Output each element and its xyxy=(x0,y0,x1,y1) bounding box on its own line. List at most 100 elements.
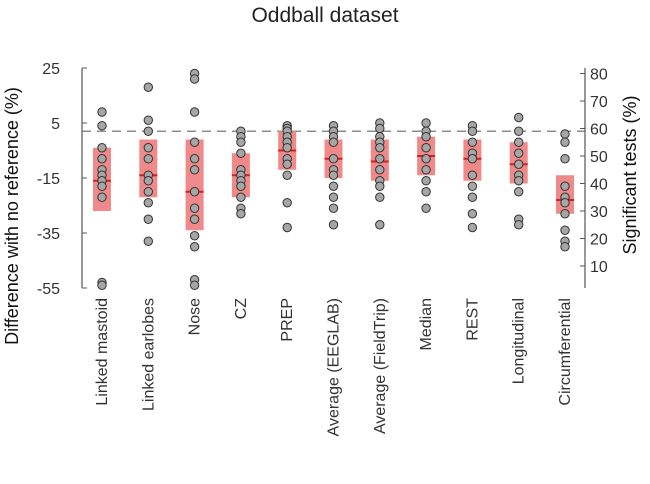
data-point xyxy=(560,209,570,219)
data-point xyxy=(328,154,339,164)
y2-tick-label: 60 xyxy=(590,122,608,139)
data-point xyxy=(560,225,570,235)
data-point xyxy=(143,198,154,208)
data-point xyxy=(467,222,478,233)
data-point xyxy=(143,82,154,92)
category-label: REST xyxy=(464,298,481,341)
data-point xyxy=(514,176,524,186)
y-tick-label: 5 xyxy=(51,116,60,133)
data-point xyxy=(375,220,385,230)
data-point xyxy=(282,143,292,153)
data-point xyxy=(282,198,292,208)
data-point xyxy=(421,203,431,213)
data-point xyxy=(143,115,154,125)
data-point xyxy=(236,209,246,219)
data-point xyxy=(467,181,478,191)
y2-axis-label: Significant tests (%) xyxy=(620,95,640,254)
data-point xyxy=(143,187,154,197)
data-point xyxy=(97,107,107,117)
data-point xyxy=(236,192,246,202)
data-point xyxy=(467,137,478,147)
data-point xyxy=(236,148,246,158)
data-point xyxy=(189,242,200,252)
data-point xyxy=(375,181,385,191)
data-point xyxy=(97,121,107,131)
data-point xyxy=(560,198,570,208)
data-point xyxy=(421,176,431,186)
data-point xyxy=(467,170,478,180)
data-point xyxy=(189,231,200,241)
data-point xyxy=(421,132,431,142)
data-point xyxy=(189,280,200,290)
data-point xyxy=(143,236,154,246)
data-point xyxy=(560,242,570,252)
data-point xyxy=(467,154,478,164)
category-label: Circumferential xyxy=(557,298,574,406)
y2-tick-label: 40 xyxy=(590,177,608,194)
data-point xyxy=(514,220,524,230)
box-1 xyxy=(139,139,158,198)
data-point xyxy=(328,220,339,230)
data-point xyxy=(467,209,478,219)
data-point xyxy=(189,187,200,197)
data-point xyxy=(189,165,200,175)
y2-tick-label: 20 xyxy=(590,232,608,249)
data-point xyxy=(143,214,154,224)
plot-area: 25 5 -15 -35 -55 80 70 60 50 40 30 20 10 Linked masto… xyxy=(37,61,608,436)
y-axis-label: Difference with no reference (%) xyxy=(2,87,22,345)
data-point xyxy=(189,203,200,213)
data-point xyxy=(328,192,339,202)
y2-tick-label: 70 xyxy=(590,94,608,111)
category-label: Linked mastoid xyxy=(94,298,111,406)
data-point xyxy=(97,192,107,202)
data-point xyxy=(514,148,524,158)
category-label: Linked earlobes xyxy=(140,298,157,411)
y2-tick-label: 80 xyxy=(590,67,608,84)
data-point xyxy=(375,154,385,164)
data-point xyxy=(421,165,431,175)
data-point xyxy=(375,143,385,153)
chart-title: Oddball dataset xyxy=(251,4,398,27)
y-tick-label: -35 xyxy=(37,226,60,243)
data-point xyxy=(97,154,107,164)
data-point xyxy=(375,192,385,202)
data-point xyxy=(421,187,431,197)
y-tick-label: 25 xyxy=(42,61,60,78)
data-point xyxy=(375,165,385,175)
data-point xyxy=(189,214,200,224)
data-point xyxy=(97,280,107,290)
data-point xyxy=(328,170,339,180)
category-label: Average (FieldTrip) xyxy=(372,298,389,434)
category-label: PREP xyxy=(279,298,296,342)
category-label: Longitudinal xyxy=(511,298,528,384)
y2-tick-label: 10 xyxy=(590,259,608,276)
data-point xyxy=(514,187,524,197)
data-point xyxy=(560,181,570,191)
data-point xyxy=(514,126,524,136)
data-point xyxy=(375,123,385,134)
data-point xyxy=(514,137,524,147)
data-point xyxy=(560,129,570,139)
data-point xyxy=(328,181,339,191)
data-point xyxy=(97,181,107,191)
data-point xyxy=(560,137,570,147)
data-point xyxy=(143,154,154,164)
data-point xyxy=(282,170,292,180)
data-point xyxy=(328,203,339,213)
category-label: CZ xyxy=(233,298,250,320)
data-point xyxy=(189,107,200,117)
data-point xyxy=(467,192,478,202)
category-label: Nose xyxy=(187,298,204,335)
data-point xyxy=(421,118,431,128)
y2-tick-label: 30 xyxy=(590,204,608,221)
data-point xyxy=(467,126,478,136)
data-point xyxy=(514,112,524,123)
data-point xyxy=(236,137,246,147)
data-point xyxy=(97,143,107,153)
data-point xyxy=(236,181,246,191)
y-tick-label: -15 xyxy=(37,171,60,188)
data-point xyxy=(421,143,431,153)
data-point xyxy=(189,74,200,84)
data-point xyxy=(143,176,154,186)
